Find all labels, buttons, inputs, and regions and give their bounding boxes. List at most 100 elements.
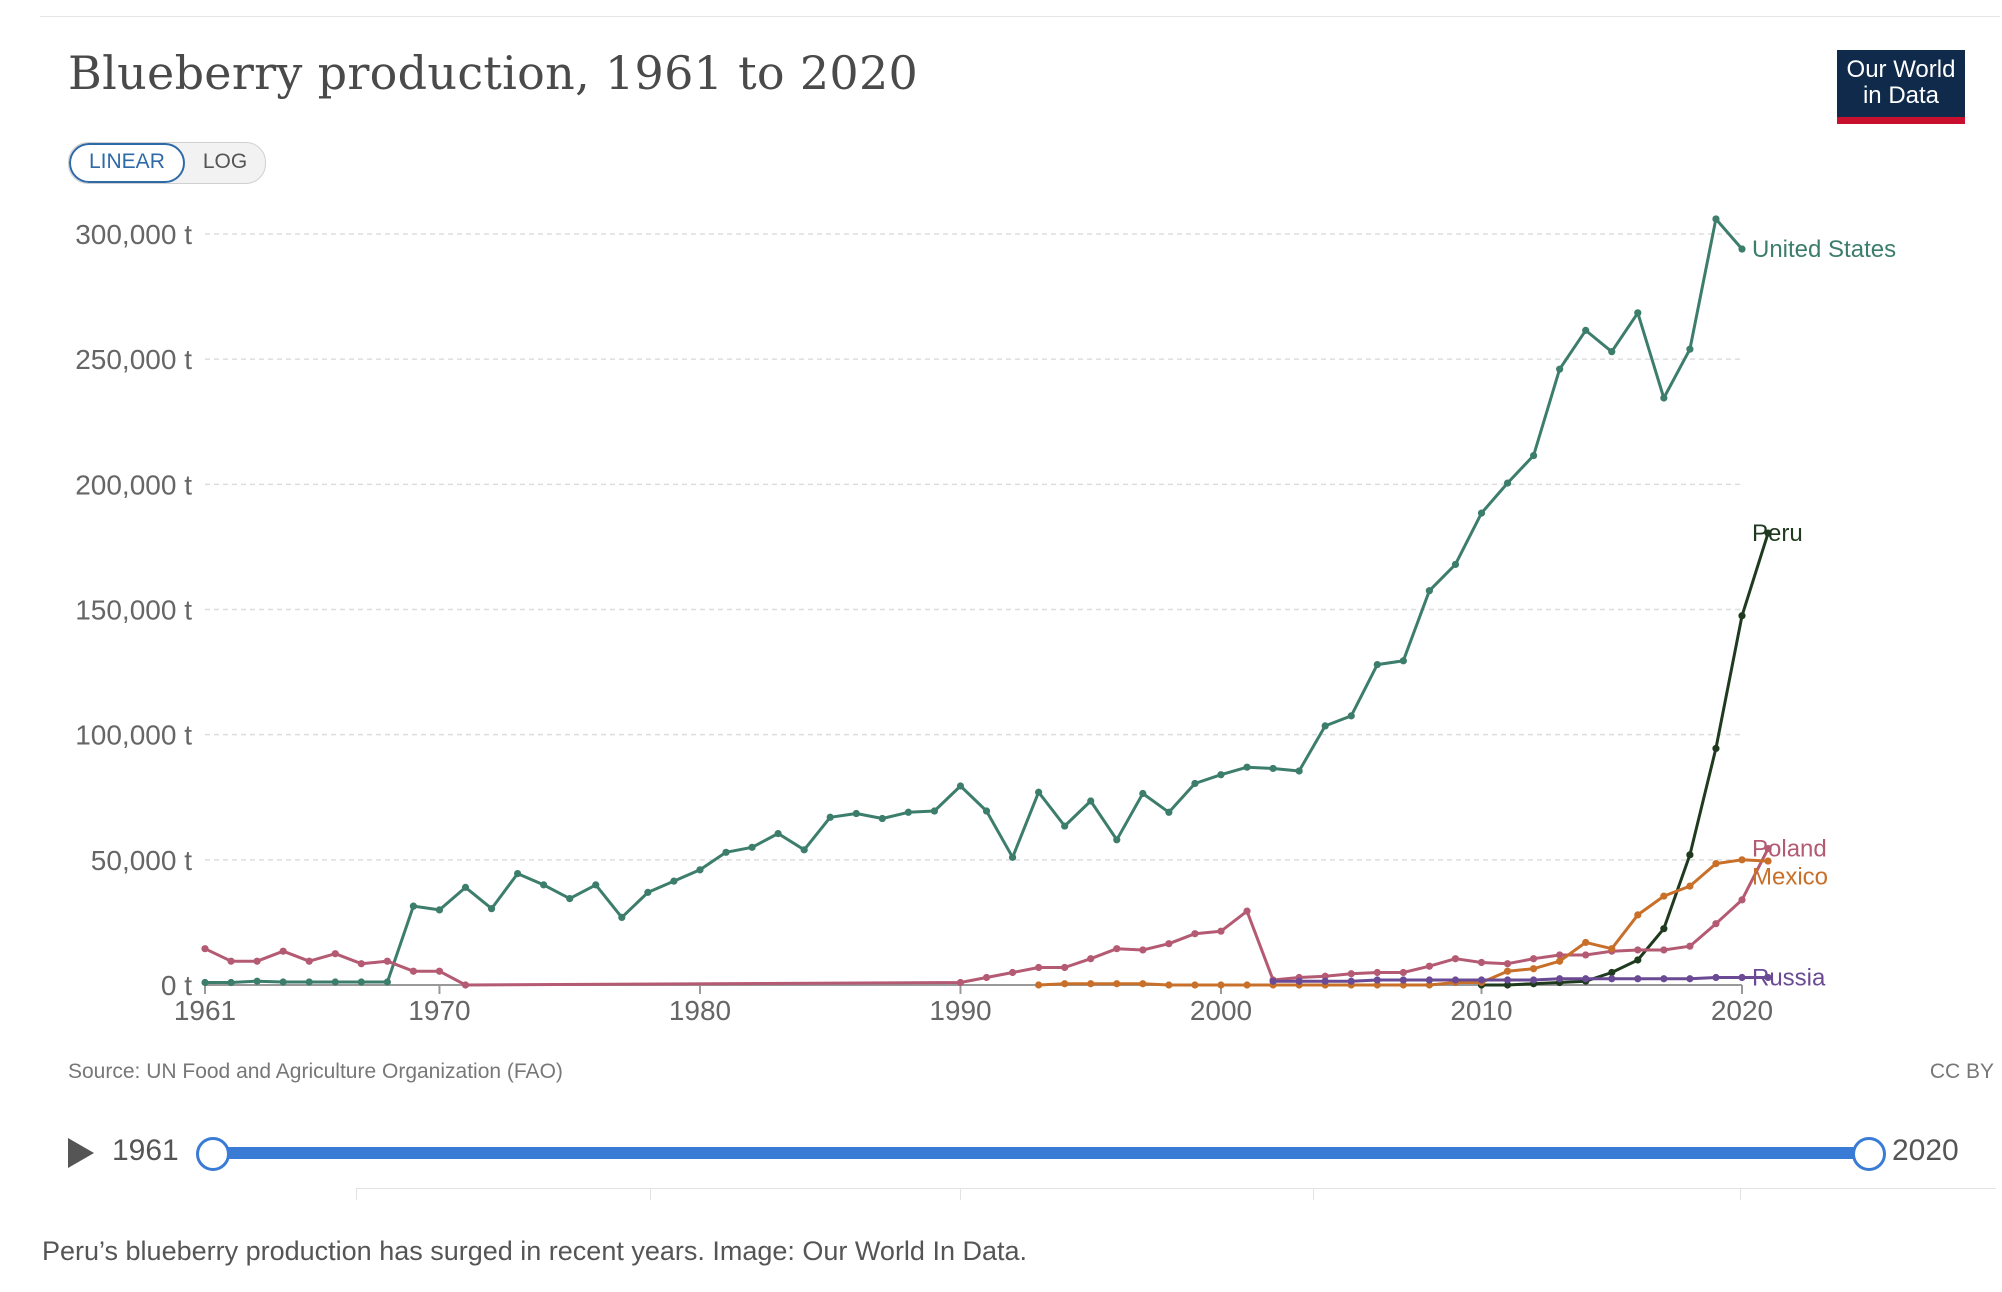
data-point (1087, 955, 1095, 963)
y-tick-label: 50,000 t (91, 845, 192, 876)
data-point (1165, 808, 1173, 816)
data-point (1529, 965, 1538, 973)
data-point (1373, 660, 1381, 669)
data-point (1634, 911, 1642, 919)
y-tick-label: 300,000 t (75, 219, 192, 250)
timeline-start-handle[interactable] (196, 1137, 230, 1171)
data-point (748, 843, 756, 851)
data-point (1425, 976, 1433, 984)
data-point (904, 808, 912, 816)
data-point (383, 978, 391, 986)
timeline-start-label: 1961 (112, 1134, 179, 1167)
data-point (1217, 927, 1225, 935)
series-poland (201, 844, 1772, 989)
data-point (279, 978, 287, 986)
data-point (1686, 851, 1694, 859)
data-point (409, 967, 418, 975)
data-point (722, 848, 730, 856)
data-point (1764, 973, 1772, 982)
data-point (1191, 981, 1199, 989)
series-label-russia: Russia (1752, 964, 1826, 991)
data-point (1686, 882, 1694, 890)
data-point (1008, 853, 1017, 861)
bottom-divider-tick (960, 1188, 961, 1200)
data-point (1113, 980, 1121, 988)
data-point (1347, 970, 1355, 978)
data-point (1217, 981, 1225, 989)
log-scale-button[interactable]: LOG (202, 150, 248, 173)
data-point (331, 978, 339, 986)
data-point (1321, 972, 1329, 980)
data-point (1061, 822, 1069, 830)
license-link[interactable]: CC BY (1929, 1060, 1994, 1083)
data-point (1243, 907, 1251, 915)
data-point (487, 905, 496, 913)
data-point (1686, 942, 1694, 950)
data-point (435, 906, 444, 914)
timeline-track[interactable] (212, 1147, 1862, 1159)
top-divider (40, 16, 2000, 17)
play-icon[interactable] (68, 1138, 94, 1168)
x-tick-label: 1961 (174, 995, 236, 1026)
data-point (1113, 945, 1121, 953)
data-point (1712, 920, 1720, 928)
series-line-russia (1273, 976, 1769, 983)
logo-line-1: Our World (1846, 56, 1956, 83)
series-label-united-states: United States (1752, 236, 1896, 263)
data-point (1712, 973, 1720, 982)
data-point (305, 978, 313, 986)
data-point (201, 978, 209, 987)
data-point (1165, 981, 1173, 989)
data-point (1582, 938, 1590, 947)
data-point (1087, 797, 1095, 805)
data-point (956, 978, 965, 987)
data-point (253, 957, 261, 965)
owid-logo[interactable]: Our World in Data (1837, 50, 1965, 124)
data-point (1634, 309, 1642, 317)
data-point (1764, 529, 1772, 537)
timeline-end-label: 2020 (1892, 1134, 1959, 1167)
data-point (1712, 859, 1720, 868)
data-point (1529, 451, 1538, 460)
data-point (305, 957, 313, 965)
data-point (540, 881, 548, 889)
timeline-end-handle[interactable] (1852, 1137, 1886, 1171)
data-point (1738, 245, 1746, 253)
y-tick-label: 0 t (161, 970, 192, 1001)
y-tick-label: 100,000 t (75, 720, 192, 751)
data-point (1712, 744, 1720, 753)
data-point (1217, 771, 1225, 779)
data-point (1660, 946, 1668, 954)
data-point (1608, 968, 1616, 977)
y-tick-label: 250,000 t (75, 344, 192, 375)
data-point (982, 807, 991, 815)
series-label-poland: Poland (1752, 836, 1827, 863)
data-point (227, 957, 235, 965)
data-point (1634, 946, 1642, 954)
data-point (1061, 980, 1069, 988)
data-point (1243, 981, 1251, 989)
x-tick-label: 1970 (408, 995, 470, 1026)
data-point (253, 977, 261, 985)
line-chart: 0 t 50,000 t 100,000 t 150,000 t 200,000 t 25… (75, 215, 1896, 1026)
data-point (201, 945, 209, 953)
data-point (1608, 348, 1616, 356)
data-point (1295, 977, 1303, 985)
linear-scale-button[interactable]: LINEAR (69, 143, 185, 183)
data-point (1087, 980, 1095, 988)
x-tick-label: 1980 (669, 995, 731, 1026)
data-point (1738, 856, 1746, 864)
data-point (357, 978, 365, 986)
series-line-mexico (1038, 858, 1769, 987)
grid-layer (205, 233, 1742, 861)
series-mexico (1035, 856, 1772, 989)
data-point (1373, 968, 1381, 977)
data-point (1660, 394, 1668, 402)
data-point (1035, 981, 1043, 989)
series-label-peru: Peru (1752, 520, 1803, 547)
data-point (357, 960, 365, 968)
data-point (1425, 587, 1433, 595)
data-point (1660, 925, 1668, 933)
data-point (1165, 940, 1173, 948)
